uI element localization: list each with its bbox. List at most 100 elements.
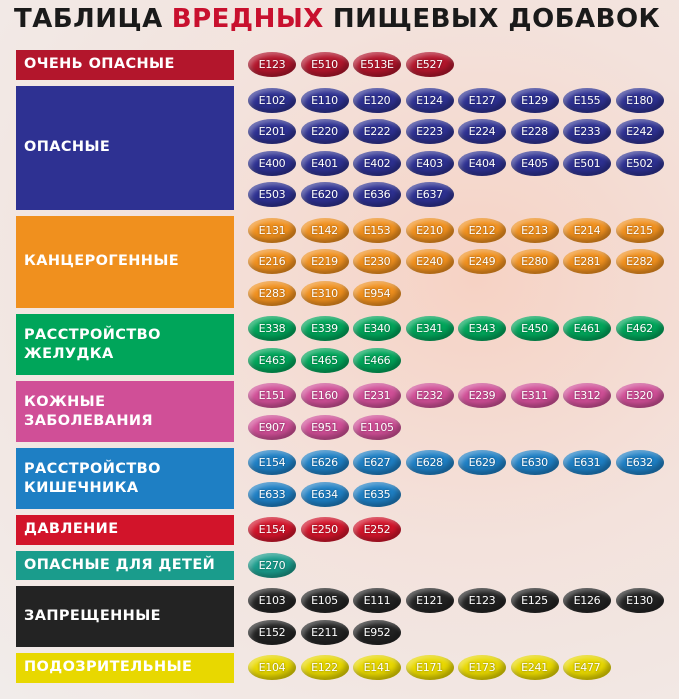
label-line: КОЖНЫЕ bbox=[24, 393, 106, 410]
additive-code: E239 bbox=[458, 383, 506, 409]
group-label: ДАВЛЕНИЕ bbox=[16, 515, 234, 545]
group-label: ЗАПРЕЩЕННЫЕ bbox=[16, 586, 234, 647]
additive-code: E404 bbox=[458, 150, 506, 176]
additive-code: E477 bbox=[563, 655, 611, 681]
additive-code: E121 bbox=[405, 588, 454, 614]
additive-code: E632 bbox=[615, 450, 664, 476]
additive-code: E110 bbox=[300, 87, 349, 113]
additive-code: E223 bbox=[405, 119, 454, 145]
title-part: ТАБЛИЦА bbox=[14, 4, 163, 34]
additive-code: E171 bbox=[405, 655, 454, 681]
additive-code: E230 bbox=[353, 249, 401, 275]
additive-code: E403 bbox=[405, 150, 454, 176]
group-label: РАССТРОЙСТВО ЖЕЛУДКА bbox=[16, 314, 234, 375]
additive-code: E503 bbox=[248, 182, 296, 208]
additive-code: E510 bbox=[300, 52, 349, 78]
additive-code: E125 bbox=[510, 588, 559, 614]
additive-code: E627 bbox=[353, 450, 401, 476]
additive-code: E249 bbox=[458, 249, 506, 275]
additive-code: E636 bbox=[353, 182, 401, 208]
additive-code: E320 bbox=[615, 383, 664, 409]
additive-code: E155 bbox=[563, 87, 611, 113]
additive-code: E283 bbox=[248, 280, 296, 306]
additive-code: E154 bbox=[248, 517, 296, 543]
additive-code: E126 bbox=[563, 588, 611, 614]
additive-code: E463 bbox=[248, 347, 296, 373]
additive-code: E343 bbox=[458, 316, 506, 342]
additive-code: E311 bbox=[510, 383, 559, 409]
additive-code: E250 bbox=[300, 517, 349, 543]
additive-code: E215 bbox=[615, 217, 664, 243]
additive-code: E405 bbox=[510, 150, 559, 176]
title-part: ВРЕДНЫХ bbox=[171, 4, 324, 34]
additive-code: E231 bbox=[353, 383, 401, 409]
additive-code: E951 bbox=[300, 414, 349, 440]
additive-code: E400 bbox=[248, 150, 296, 176]
additive-code: E280 bbox=[510, 249, 559, 275]
additive-code: E141 bbox=[353, 655, 401, 681]
additive-code: E338 bbox=[248, 316, 296, 342]
additive-code: E111 bbox=[353, 588, 401, 614]
additive-code: E102 bbox=[248, 87, 296, 113]
group-label: КАНЦЕРОГЕННЫЕ bbox=[16, 215, 234, 308]
title-part: ПИЩЕВЫХ ДОБАВОК bbox=[332, 4, 661, 34]
additive-code: E401 bbox=[300, 150, 349, 176]
label-line: ОПАСНЫЕ ДЛЯ ДЕТЕЙ bbox=[24, 556, 216, 573]
additive-code: E241 bbox=[510, 655, 559, 681]
group-label: ОПАСНЫЕ bbox=[16, 85, 234, 210]
label-line: КАНЦЕРОГЕННЫЕ bbox=[24, 253, 180, 270]
additive-code: E465 bbox=[300, 347, 349, 373]
additive-code: E210 bbox=[405, 217, 454, 243]
additive-code: E153 bbox=[353, 217, 401, 243]
additive-code: E461 bbox=[563, 316, 611, 342]
additive-code: E142 bbox=[300, 217, 349, 243]
label-line: ОПАСНЫЕ bbox=[24, 139, 111, 155]
group-label: РАССТРОЙСТВО КИШЕЧНИКА bbox=[16, 448, 234, 509]
label-line: ПОДОЗРИТЕЛЬНЫЕ bbox=[24, 659, 193, 676]
additive-code: E220 bbox=[300, 119, 349, 145]
additive-code: E201 bbox=[248, 119, 296, 145]
additive-code: E630 bbox=[510, 450, 559, 476]
additive-code: E103 bbox=[248, 588, 296, 614]
additive-code: E219 bbox=[300, 249, 349, 275]
additive-code: E222 bbox=[353, 119, 401, 145]
additive-code: E105 bbox=[300, 588, 349, 614]
additive-code: E123 bbox=[458, 588, 506, 614]
label-line: РАССТРОЙСТВО bbox=[24, 460, 161, 477]
additive-code: E501 bbox=[563, 150, 611, 176]
label-line: РАССТРОЙСТВО bbox=[24, 326, 161, 343]
additive-code: E339 bbox=[300, 316, 349, 342]
additive-code: E242 bbox=[615, 119, 664, 145]
additive-code: E123 bbox=[248, 52, 296, 78]
additive-code: E310 bbox=[300, 280, 349, 306]
group-label: ОПАСНЫЕ ДЛЯ ДЕТЕЙ bbox=[16, 550, 234, 580]
additive-code: E213 bbox=[510, 217, 559, 243]
additive-code: E628 bbox=[405, 450, 454, 476]
label-line: ДАВЛЕНИЕ bbox=[24, 521, 119, 538]
additive-code: E1105 bbox=[353, 414, 401, 440]
additive-code: E129 bbox=[510, 87, 559, 113]
additive-code: E631 bbox=[563, 450, 611, 476]
additive-code: E160 bbox=[300, 383, 349, 409]
label-line: ЗАПРЕЩЕННЫЕ bbox=[24, 608, 161, 624]
additive-code: E228 bbox=[510, 119, 559, 145]
group-label: КОЖНЫЕ ЗАБОЛЕВАНИЯ bbox=[16, 381, 234, 442]
additive-code: E152 bbox=[248, 619, 296, 645]
additive-code: E629 bbox=[458, 450, 506, 476]
additive-code: E124 bbox=[405, 87, 454, 113]
additive-code: E212 bbox=[458, 217, 506, 243]
additive-code: E341 bbox=[405, 316, 454, 342]
additive-code: E462 bbox=[615, 316, 664, 342]
label-line: ОЧЕНЬ ОПАСНЫЕ bbox=[24, 56, 175, 73]
additive-code: E450 bbox=[510, 316, 559, 342]
additive-code: E122 bbox=[300, 655, 349, 681]
additive-code: E252 bbox=[353, 517, 401, 543]
additive-code: E120 bbox=[353, 87, 401, 113]
additive-code: E466 bbox=[353, 347, 401, 373]
additive-code: E233 bbox=[563, 119, 611, 145]
additive-code: E281 bbox=[563, 249, 611, 275]
additive-code: E626 bbox=[300, 450, 349, 476]
additive-code: E907 bbox=[248, 414, 296, 440]
additive-code: E232 bbox=[405, 383, 454, 409]
